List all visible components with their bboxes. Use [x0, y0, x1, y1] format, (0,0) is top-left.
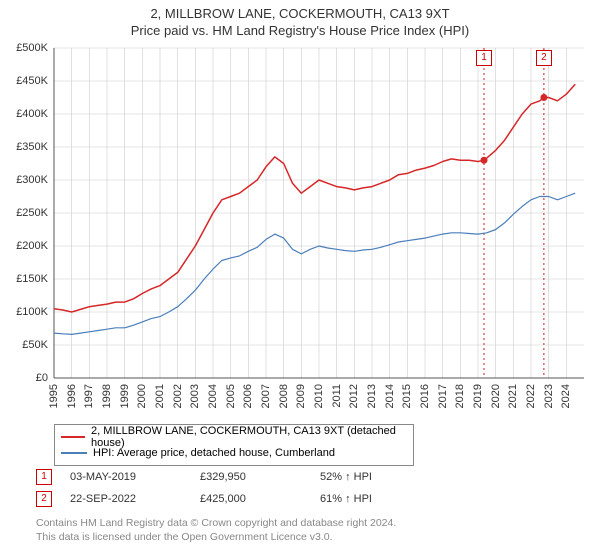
sales-pct-vs-hpi: 52% ↑ HPI: [320, 471, 430, 483]
x-axis-label: 2024: [560, 384, 572, 408]
y-axis-label: £150K: [0, 273, 48, 285]
legend-swatch: [61, 436, 85, 438]
sales-pct-vs-hpi: 61% ↑ HPI: [320, 493, 430, 505]
footer-line-2: This data is licensed under the Open Gov…: [36, 530, 396, 544]
x-axis-label: 1997: [83, 384, 95, 408]
x-axis-label: 2020: [490, 384, 502, 408]
x-axis-label: 2011: [331, 384, 343, 408]
y-axis-label: £500K: [0, 42, 48, 54]
x-axis-label: 2018: [454, 384, 466, 408]
sales-row-marker: 2: [36, 491, 52, 507]
x-axis-label: 2004: [207, 384, 219, 408]
x-axis-label: 2012: [348, 384, 360, 408]
x-axis-label: 2023: [543, 384, 555, 408]
sale-marker-1: 1: [476, 50, 492, 66]
x-axis-label: 2022: [525, 384, 537, 408]
sales-table: 1 03-MAY-2019£329,95052% ↑ HPI 2 22-SEP-202…: [36, 466, 430, 510]
y-axis-label: £200K: [0, 240, 48, 252]
x-axis-label: 2010: [313, 384, 325, 408]
y-axis-label: £250K: [0, 207, 48, 219]
x-axis-label: 2000: [136, 384, 148, 408]
sales-date: 22-SEP-2022: [70, 493, 200, 505]
y-axis-label: £350K: [0, 141, 48, 153]
y-axis-label: £400K: [0, 108, 48, 120]
y-axis-label: £450K: [0, 75, 48, 87]
x-axis-label: 2001: [154, 384, 166, 408]
legend-swatch: [61, 452, 87, 454]
x-axis-label: 2008: [278, 384, 290, 408]
y-axis-label: £300K: [0, 174, 48, 186]
x-axis-label: 1995: [48, 384, 60, 408]
x-axis-label: 2009: [295, 384, 307, 408]
sales-price: £329,950: [200, 471, 320, 483]
x-axis-label: 2015: [401, 384, 413, 408]
sale-marker-2: 2: [536, 50, 552, 66]
x-axis-label: 1999: [119, 384, 131, 408]
x-axis-label: 2005: [225, 384, 237, 408]
y-axis-label: £50K: [0, 339, 48, 351]
legend: 2, MILLBROW LANE, COCKERMOUTH, CA13 9XT …: [54, 424, 414, 466]
chart-title: 2, MILLBROW LANE, COCKERMOUTH, CA13 9XT: [0, 0, 600, 21]
x-axis-label: 2007: [260, 384, 272, 408]
legend-row: 2, MILLBROW LANE, COCKERMOUTH, CA13 9XT …: [61, 429, 407, 445]
x-axis-label: 2013: [366, 384, 378, 408]
x-axis-label: 2021: [507, 384, 519, 408]
chart-subtitle: Price paid vs. HM Land Registry's House …: [0, 21, 600, 42]
legend-label: 2, MILLBROW LANE, COCKERMOUTH, CA13 9XT …: [91, 425, 407, 449]
chart-svg: [54, 48, 584, 378]
x-axis-label: 1996: [66, 384, 78, 408]
y-axis-label: £100K: [0, 306, 48, 318]
x-axis-label: 1998: [101, 384, 113, 408]
attribution-footer: Contains HM Land Registry data © Crown c…: [36, 516, 396, 544]
sales-date: 03-MAY-2019: [70, 471, 200, 483]
x-axis-label: 2017: [437, 384, 449, 408]
x-axis-label: 2006: [242, 384, 254, 408]
sales-row: 2 22-SEP-2022£425,00061% ↑ HPI: [36, 488, 430, 510]
x-axis-label: 2002: [172, 384, 184, 408]
x-axis-label: 2003: [189, 384, 201, 408]
y-axis-label: £0: [0, 372, 48, 384]
sales-row: 1 03-MAY-2019£329,95052% ↑ HPI: [36, 466, 430, 488]
chart-plot-area: £0£50K£100K£150K£200K£250K£300K£350K£400…: [54, 48, 584, 378]
x-axis-label: 2014: [384, 384, 396, 408]
legend-label: HPI: Average price, detached house, Cumb…: [93, 447, 335, 459]
footer-line-1: Contains HM Land Registry data © Crown c…: [36, 516, 396, 530]
x-axis-label: 2016: [419, 384, 431, 408]
x-axis-label: 2019: [472, 384, 484, 408]
sales-row-marker: 1: [36, 469, 52, 485]
sales-price: £425,000: [200, 493, 320, 505]
